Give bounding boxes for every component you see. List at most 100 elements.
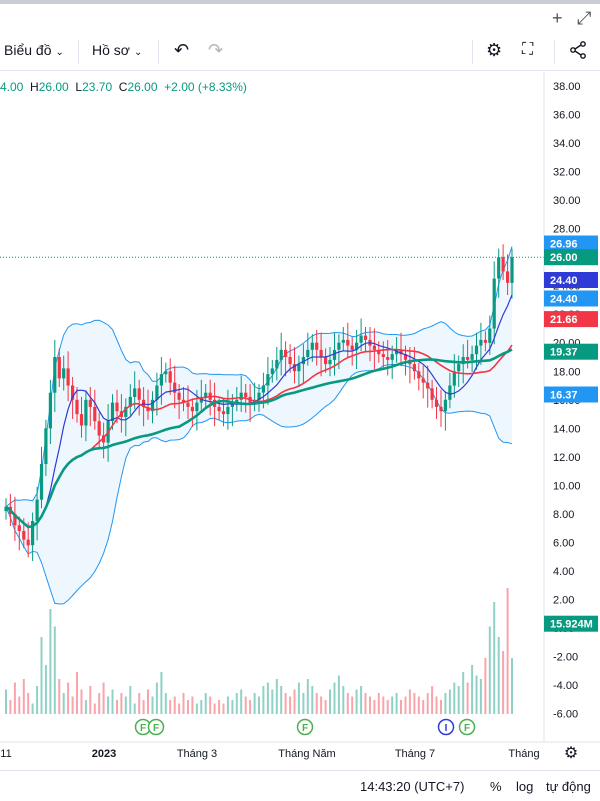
timezone-clock[interactable]: 14:43:20 (UTC+7) bbox=[360, 779, 465, 794]
volume-bar bbox=[27, 693, 30, 714]
candle bbox=[457, 355, 461, 387]
candle-body bbox=[71, 385, 75, 400]
price-label-text: 15.924M bbox=[550, 619, 593, 631]
candle-body bbox=[244, 392, 248, 397]
volume-bar bbox=[36, 686, 39, 714]
candle-body bbox=[501, 257, 505, 272]
candle-body bbox=[452, 371, 456, 386]
expand-icon[interactable]: ⤢ bbox=[577, 8, 592, 28]
volume-bar bbox=[120, 693, 123, 714]
candle bbox=[319, 332, 323, 377]
gear-icon[interactable]: ⚙ bbox=[564, 745, 578, 762]
price-tick-label: 2.00 bbox=[553, 595, 574, 607]
marker-label: F bbox=[302, 723, 308, 734]
candle-body bbox=[137, 388, 141, 400]
candle bbox=[421, 365, 425, 399]
volume-bar bbox=[293, 689, 296, 714]
legend-close: 26.00 bbox=[127, 80, 158, 94]
candle-body bbox=[48, 392, 52, 429]
marker-label: F bbox=[153, 723, 159, 734]
candle-body bbox=[443, 399, 447, 412]
bollinger-fill bbox=[6, 246, 512, 604]
candle-body bbox=[355, 342, 359, 350]
price-label-bg bbox=[544, 615, 598, 632]
candle-body bbox=[26, 539, 30, 546]
time-axis[interactable]: 11 2023 Tháng 3 Tháng Năm Tháng 7 Tháng ⚙ bbox=[0, 741, 600, 762]
volume-bar bbox=[404, 696, 407, 714]
log-toggle[interactable]: log bbox=[516, 779, 534, 794]
candle bbox=[275, 347, 279, 381]
candle bbox=[443, 391, 447, 431]
volume-bar bbox=[284, 693, 287, 714]
candle-body bbox=[13, 513, 17, 526]
candle bbox=[235, 387, 239, 412]
share-icon[interactable] bbox=[568, 40, 588, 65]
volume-bar bbox=[448, 689, 451, 714]
volume-bar bbox=[355, 689, 358, 714]
chart-menu-button[interactable]: Biểu đồ ⌄ bbox=[4, 42, 64, 58]
volume-bar bbox=[471, 665, 474, 714]
auto-scale-toggle[interactable]: tự động bbox=[546, 779, 591, 794]
volume-bar bbox=[169, 700, 172, 714]
price-label-bg bbox=[544, 311, 598, 328]
candle bbox=[88, 387, 92, 427]
volume-bar bbox=[466, 682, 469, 714]
event-marker-f[interactable]: F bbox=[296, 718, 314, 736]
undo-icon[interactable]: ↶ bbox=[174, 40, 190, 60]
candle-body bbox=[190, 406, 194, 412]
toolbar-divider bbox=[78, 40, 79, 64]
candle bbox=[62, 355, 66, 391]
price-label-bg bbox=[544, 386, 598, 403]
marker-circle bbox=[437, 718, 455, 736]
volume-bar bbox=[89, 686, 92, 714]
redo-icon[interactable]: ↷ bbox=[208, 40, 224, 60]
candle-body bbox=[266, 374, 270, 386]
price-label-bollinger-basis: 24.40 bbox=[544, 290, 598, 307]
volume-bar bbox=[360, 686, 363, 714]
price-label-text: 24.40 bbox=[550, 275, 578, 287]
volume-bar bbox=[280, 686, 283, 714]
candle bbox=[381, 341, 385, 370]
chevron-down-icon: ⌄ bbox=[133, 47, 143, 58]
candle bbox=[155, 372, 159, 416]
price-label-text: 21.66 bbox=[550, 314, 578, 326]
volume-bar bbox=[62, 693, 65, 714]
price-axis[interactable]: 38.0036.0034.0032.0030.0028.0026.0024.00… bbox=[543, 72, 600, 742]
volume-bar bbox=[502, 651, 505, 714]
candle bbox=[501, 244, 505, 280]
bottom-bar: 14:43:20 (UTC+7) % log tự động bbox=[0, 770, 600, 801]
price-tick-label: 10.00 bbox=[553, 480, 581, 492]
percent-toggle[interactable]: % bbox=[490, 779, 502, 794]
event-marker-i[interactable]: I bbox=[437, 718, 455, 736]
candle-body bbox=[261, 385, 265, 393]
profile-menu-button[interactable]: Hồ sơ ⌄ bbox=[92, 42, 142, 58]
fullscreen-icon[interactable]: ⛶ bbox=[522, 41, 534, 58]
candle-body bbox=[328, 359, 332, 365]
event-marker-f[interactable]: F bbox=[147, 718, 165, 736]
candle bbox=[448, 372, 452, 409]
volume-bar bbox=[231, 700, 234, 714]
volume-bar bbox=[155, 682, 158, 714]
price-label-text: 16.37 bbox=[550, 390, 578, 402]
candle-body bbox=[31, 521, 35, 546]
marker-label: F bbox=[464, 723, 470, 734]
candle bbox=[173, 365, 177, 409]
candle-body bbox=[483, 339, 487, 343]
candle bbox=[306, 332, 310, 366]
settings-icon[interactable]: ⚙ bbox=[486, 40, 503, 60]
candle-body bbox=[421, 378, 425, 383]
legend-low-key: L bbox=[75, 80, 83, 94]
toolbar-divider bbox=[158, 40, 159, 64]
event-marker-f[interactable]: F bbox=[458, 718, 476, 736]
candle-body bbox=[372, 345, 376, 350]
candle bbox=[412, 347, 416, 380]
candle-body bbox=[474, 345, 479, 355]
marker-label: I bbox=[445, 723, 448, 734]
volume-bar bbox=[386, 700, 389, 714]
chevron-down-icon: ⌄ bbox=[55, 47, 64, 58]
volume-bar bbox=[18, 696, 21, 714]
legend-high-key: H bbox=[30, 80, 39, 94]
add-icon[interactable]: + bbox=[552, 8, 563, 28]
volume-bar bbox=[417, 696, 420, 714]
